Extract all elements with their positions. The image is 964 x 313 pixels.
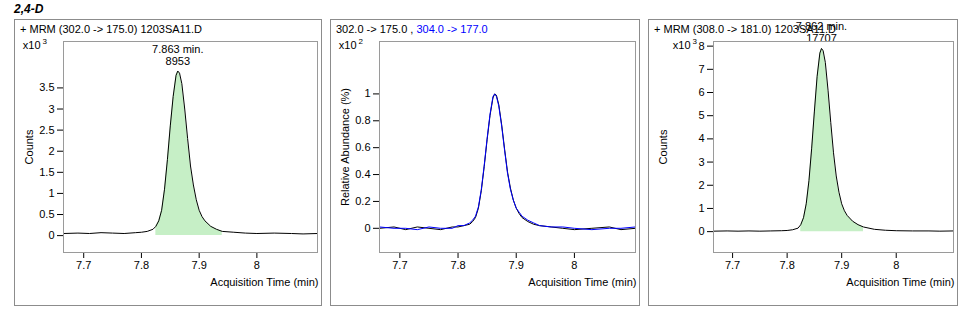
svg-text:2: 2 [698, 179, 704, 191]
svg-text:7.8: 7.8 [450, 259, 465, 271]
svg-text:7.9: 7.9 [834, 259, 849, 271]
svg-text:0: 0 [48, 229, 54, 241]
svg-text:5: 5 [698, 109, 704, 121]
svg-text:8: 8 [698, 40, 704, 52]
svg-text:0: 0 [698, 225, 704, 237]
svg-text:0: 0 [364, 222, 370, 234]
svg-text:7.7: 7.7 [76, 259, 91, 271]
svg-text:0.6: 0.6 [355, 141, 370, 153]
svg-text:3: 3 [698, 156, 704, 168]
svg-text:7.9: 7.9 [192, 259, 207, 271]
svg-text:x103: x103 [673, 37, 698, 51]
svg-text:Counts: Counts [23, 129, 35, 164]
svg-text:Acquisition Time (min): Acquisition Time (min) [846, 276, 954, 288]
svg-text:3: 3 [48, 103, 54, 115]
svg-text:0.4: 0.4 [355, 168, 370, 180]
svg-text:2.5: 2.5 [39, 124, 54, 136]
svg-text:2: 2 [48, 145, 54, 157]
svg-text:Acquisition Time (min): Acquisition Time (min) [528, 276, 636, 288]
svg-text:8953: 8953 [166, 55, 190, 67]
svg-text:7.9: 7.9 [509, 259, 524, 271]
svg-text:Relative Abundance (%): Relative Abundance (%) [339, 88, 351, 206]
svg-text:x102: x102 [339, 37, 364, 51]
svg-text:1: 1 [698, 202, 704, 214]
svg-text:8: 8 [893, 259, 899, 271]
svg-text:1.5: 1.5 [39, 166, 54, 178]
svg-text:7.7: 7.7 [392, 259, 407, 271]
svg-text:1: 1 [48, 187, 54, 199]
svg-text:1: 1 [364, 87, 370, 99]
svg-text:0.2: 0.2 [355, 195, 370, 207]
svg-text:6: 6 [698, 86, 704, 98]
svg-text:3.5: 3.5 [39, 81, 54, 93]
svg-text:0.8: 0.8 [355, 114, 370, 126]
svg-text:Acquisition Time (min): Acquisition Time (min) [210, 276, 318, 288]
svg-text:8: 8 [571, 259, 577, 271]
svg-text:17707: 17707 [806, 32, 837, 44]
svg-text:0.5: 0.5 [39, 208, 54, 220]
svg-text:7.8: 7.8 [134, 259, 149, 271]
svg-text:7.8: 7.8 [779, 259, 794, 271]
svg-text:Counts: Counts [657, 129, 669, 164]
svg-text:4: 4 [698, 132, 704, 144]
svg-text:7.7: 7.7 [725, 259, 740, 271]
svg-text:x103: x103 [23, 37, 48, 51]
svg-text:7.863 min.: 7.863 min. [152, 43, 203, 55]
svg-text:7.862 min.: 7.862 min. [796, 20, 847, 32]
svg-text:8: 8 [254, 259, 260, 271]
svg-text:7: 7 [698, 63, 704, 75]
